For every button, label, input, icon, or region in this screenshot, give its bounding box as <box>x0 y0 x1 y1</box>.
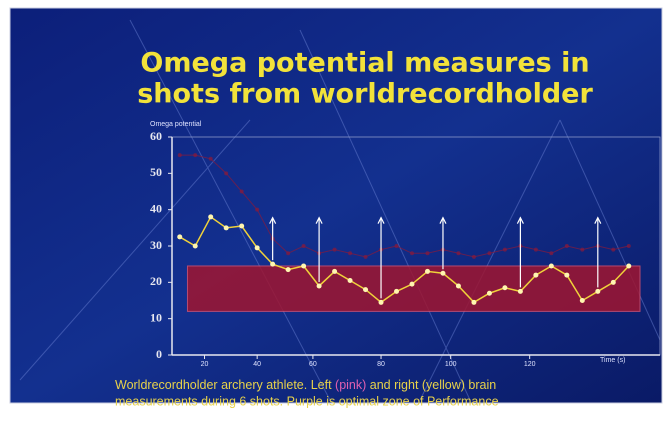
data-point <box>565 244 569 248</box>
data-point <box>410 251 414 255</box>
optimal-zone <box>187 266 640 311</box>
data-point <box>595 289 600 294</box>
data-point <box>239 224 244 229</box>
data-point <box>286 251 290 255</box>
data-point <box>534 248 538 252</box>
data-point <box>364 255 368 259</box>
data-point <box>626 263 631 268</box>
data-point <box>208 214 213 219</box>
data-point <box>487 291 492 296</box>
x-tick-label: 40 <box>253 361 261 368</box>
data-point <box>395 244 399 248</box>
data-point <box>177 234 182 239</box>
data-point <box>255 208 259 212</box>
data-point <box>348 278 353 283</box>
data-point <box>302 244 306 248</box>
data-point <box>193 244 198 249</box>
caption-text: (pink) <box>335 378 366 392</box>
data-point <box>503 248 507 252</box>
data-point <box>301 263 306 268</box>
data-point <box>286 267 291 272</box>
data-point <box>270 262 275 267</box>
data-point <box>425 269 430 274</box>
y-tick-label: 40 <box>150 201 162 215</box>
data-point <box>440 271 445 276</box>
data-point <box>502 285 507 290</box>
data-point <box>456 251 460 255</box>
data-point <box>580 298 585 303</box>
title-line: shots from worldrecordholder <box>137 79 593 110</box>
data-point <box>240 190 244 194</box>
caption: Worldrecordholder archery athlete. Left … <box>115 378 496 392</box>
title-line: Omega potential measures in <box>140 48 589 79</box>
data-point <box>549 251 553 255</box>
x-tick-label: 80 <box>377 361 385 368</box>
data-point <box>564 273 569 278</box>
data-point <box>193 153 197 157</box>
y-tick-label: 0 <box>156 347 162 361</box>
x-tick-label: 20 <box>201 361 209 368</box>
data-point <box>472 255 476 259</box>
caption-text: Worldrecordholder archery athlete. Left <box>115 378 335 392</box>
caption-text: and right (yellow) brain <box>366 378 496 392</box>
y-axis-label: Omega potential <box>150 121 202 128</box>
data-point <box>332 269 337 274</box>
data-point <box>487 251 491 255</box>
data-point <box>178 153 182 157</box>
x-tick-label: 120 <box>524 361 536 368</box>
data-point <box>611 248 615 252</box>
data-point <box>333 248 337 252</box>
data-point <box>255 245 260 250</box>
caption: measurements during 6 shots. Purple is o… <box>115 394 499 408</box>
y-tick-label: 20 <box>150 274 162 288</box>
data-point <box>471 300 476 305</box>
x-tick-label: 60 <box>309 361 317 368</box>
y-tick-label: 10 <box>150 310 162 324</box>
data-point <box>317 283 322 288</box>
y-tick-label: 60 <box>150 129 162 143</box>
data-point <box>224 225 229 230</box>
data-point <box>410 282 415 287</box>
data-point <box>627 244 631 248</box>
data-point <box>209 157 213 161</box>
data-point <box>394 289 399 294</box>
data-point <box>456 283 461 288</box>
data-point <box>580 248 584 252</box>
data-point <box>518 289 523 294</box>
x-axis-label: Time (s) <box>600 357 625 364</box>
data-point <box>533 273 538 278</box>
slide: Omega potential measures in shots from w… <box>0 0 670 425</box>
data-point <box>611 280 616 285</box>
y-tick-label: 30 <box>150 238 162 252</box>
data-point <box>363 287 368 292</box>
data-point <box>348 251 352 255</box>
x-tick-label: 100 <box>445 361 457 368</box>
data-point <box>379 300 384 305</box>
data-point <box>425 251 429 255</box>
y-tick-label: 50 <box>150 165 162 179</box>
data-point <box>224 171 228 175</box>
data-point <box>549 263 554 268</box>
